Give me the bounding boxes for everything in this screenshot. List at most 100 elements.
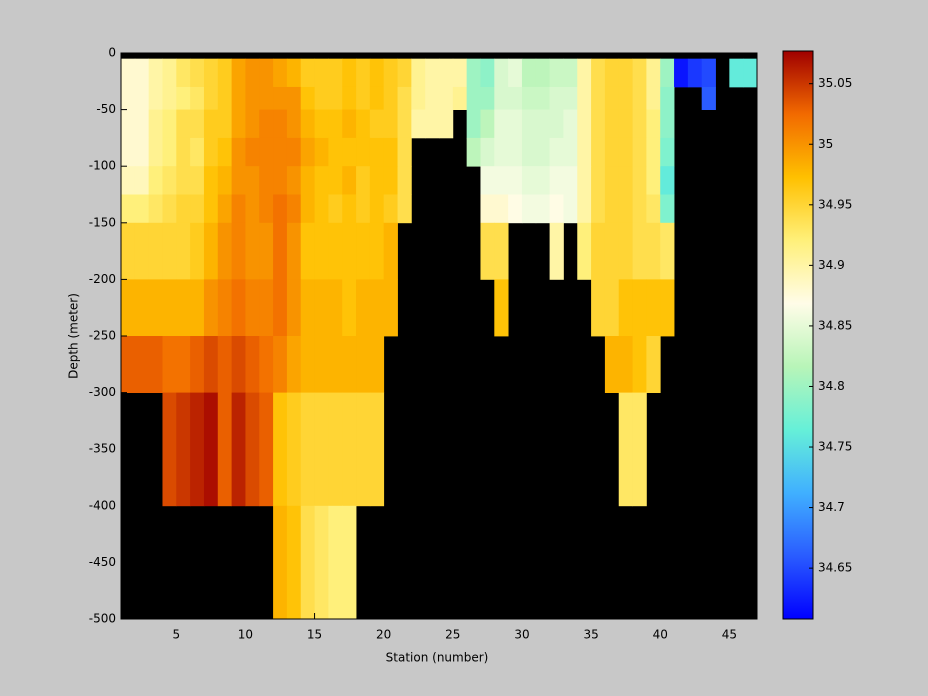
heat-cell [273,166,288,195]
colorbar [782,50,814,620]
heat-cell [356,58,371,88]
x-tick-label: 35 [583,628,598,642]
heat-cell [314,222,329,280]
heat-cell [397,58,412,88]
heat-cell [286,194,302,224]
heat-cell [273,392,288,507]
heat-cell [591,194,606,224]
heat-cell [286,137,302,167]
heat-cell [383,109,398,139]
heat-cell [300,505,315,620]
x-tick-label: 45 [722,628,737,642]
heat-cell [383,86,398,110]
heat-cell [383,194,398,224]
heat-cell [176,222,191,280]
heat-cell [176,109,191,139]
heat-cell [300,58,315,88]
heat-cell [356,109,371,139]
y-tick-label: -400 [89,498,116,512]
heat-cell [411,58,426,88]
heat-cell [134,222,150,280]
heat-cell [190,194,205,224]
heat-cell [521,86,537,110]
heat-cell [369,194,385,224]
heat-cell [231,137,246,167]
heat-cell [231,222,246,280]
heat-cell [383,137,398,167]
heat-cell [383,279,398,337]
heat-cell [660,86,675,110]
heat-cell [328,58,343,88]
heat-cell [604,336,620,393]
y-tick-label: -450 [89,555,116,569]
heat-cell [286,86,302,110]
heat-cell [618,336,633,393]
heat-cell [397,166,412,195]
heat-cell [148,166,163,195]
heat-cell [397,86,412,110]
heat-cell [494,279,509,337]
heat-cell [286,166,302,195]
heat-cell [203,279,219,337]
heat-cell [618,86,633,110]
heat-cell [342,137,357,167]
heat-cell [549,166,564,195]
y-axis-label: Depth (meter) [67,293,81,379]
heat-cell [425,86,440,110]
x-tick-label: 20 [376,628,391,642]
heat-cell [217,86,233,110]
heat-cell [203,86,219,110]
heat-cell [342,336,357,393]
heat-cell [632,222,647,280]
heat-cell [549,86,564,110]
heat-cell [217,58,233,88]
heatmap-cells [121,53,758,620]
heat-cell [535,58,551,88]
heat-cell [176,58,191,88]
heat-cell [176,166,191,195]
colorbar-tick-label: 34.7 [818,500,845,514]
heat-cell [646,109,661,139]
heat-cell [646,58,661,88]
heat-cell [411,109,426,139]
heat-cell [632,194,647,224]
heat-cell [494,109,509,139]
heat-cell [231,194,246,224]
y-tick-label: -350 [89,442,116,456]
heat-cell [273,86,288,110]
heat-cell [328,279,343,337]
heat-cell [245,194,260,224]
heat-cell [535,86,551,110]
heat-cell [245,279,260,337]
heat-cell [190,109,205,139]
heat-cell [632,109,647,139]
heat-cell [314,194,329,224]
heat-cell [743,58,758,88]
heat-cell [273,194,288,224]
heat-cell [176,336,191,393]
heat-cell [121,166,136,195]
heat-cell [660,279,675,337]
heat-cell [563,194,578,224]
heat-cell [176,137,191,167]
heat-cell [286,279,302,337]
heat-cell [577,166,592,195]
heat-cell [203,166,219,195]
heat-cell [618,392,633,507]
heat-cell [397,109,412,139]
heat-cell [383,58,398,88]
heat-cell [480,166,495,195]
heat-cell [328,86,343,110]
heat-cell [563,109,578,139]
heat-cell [549,194,564,224]
heat-cell [162,279,177,337]
heat-cell [217,137,233,167]
heat-cell [494,137,509,167]
heat-cell [618,279,633,337]
heat-cell [369,336,385,393]
heat-cell [134,194,150,224]
heat-cell [535,137,551,167]
heat-cell [508,137,523,167]
heat-cell [273,505,288,620]
